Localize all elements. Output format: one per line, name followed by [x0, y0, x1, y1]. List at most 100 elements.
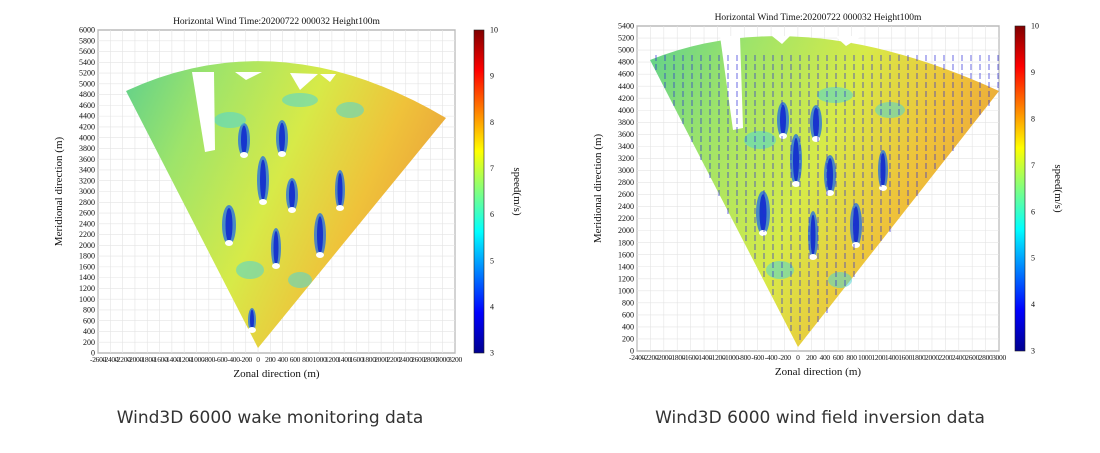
x-axis-label: Zonal direction (m) [233, 368, 319, 380]
y-axis-label: Meridional direction (m) [592, 133, 604, 243]
x-tick-label: -1000 [723, 353, 740, 362]
y-tick-label: 1000 [618, 286, 634, 295]
x-tick-label: -2400 [102, 355, 119, 364]
x-tick-label: 1200 [325, 355, 339, 364]
x-tick-label: 800 [302, 355, 313, 364]
turbine-marker [259, 199, 267, 205]
colorbar-tick-label: 4 [1031, 300, 1035, 309]
colorbar-tick-label: 8 [1031, 114, 1035, 123]
wake-core [759, 194, 767, 232]
y-axis-label: Meridional direction (m) [53, 136, 65, 246]
y-tick-label: 3400 [618, 142, 634, 151]
x-tick-label: -1000 [188, 355, 205, 364]
y-tick-label: 1400 [79, 273, 95, 282]
y-tick-label: 5200 [79, 69, 95, 78]
x-tick-label: 1000 [313, 355, 327, 364]
wake-core [225, 208, 233, 242]
turbine-marker [272, 263, 280, 269]
colorbar-tick-label: 4 [490, 302, 494, 311]
x-tick-label: -1400 [696, 353, 713, 362]
x-tick-label: 400 [277, 355, 288, 364]
x-tick-label: -200 [239, 355, 252, 364]
x-tick-label: -600 [215, 355, 228, 364]
blocked-sector [772, 36, 790, 44]
y-tick-label: 1200 [618, 274, 634, 283]
turbine-marker [826, 190, 834, 196]
y-tick-label: 0 [91, 349, 95, 358]
y-tick-label: 3600 [79, 155, 95, 164]
low-speed-patch [766, 261, 794, 279]
wake-core [810, 214, 816, 256]
wake-core [337, 173, 343, 207]
y-tick-label: 4800 [79, 90, 95, 99]
y-tick-label: 400 [83, 327, 95, 336]
x-tick-label: -1600 [683, 353, 700, 362]
wind-field-inversion-caption: Wind3D 6000 wind field inversion data [655, 408, 985, 428]
y-tick-label: 5800 [79, 36, 95, 45]
x-tick-label: 1400 [337, 355, 351, 364]
x-tick-label: 2600 [965, 353, 979, 362]
wake-core [273, 231, 279, 265]
x-tick-label: 1800 [912, 353, 926, 362]
y-tick-label: 4600 [618, 70, 634, 79]
wake-regions [214, 93, 364, 333]
y-tick-label: 1200 [79, 284, 95, 293]
y-tick-label: 2000 [618, 226, 634, 235]
x-tick-label: -2000 [656, 353, 673, 362]
x-tick-label: 2800 [423, 355, 437, 364]
x-tick-label: -2600 [90, 355, 107, 364]
x-tick-label: -800 [203, 355, 216, 364]
x-tick-label: -600 [751, 353, 764, 362]
colorbar-tick-label: 10 [1031, 22, 1039, 31]
x-tick-label: -1400 [164, 355, 181, 364]
y-tick-label: 2000 [79, 241, 95, 250]
x-tick-label: -200 [778, 353, 791, 362]
turbine-marker [316, 252, 324, 258]
colorbar-label: speed(m/s) [1052, 164, 1064, 213]
x-tick-label: -1600 [152, 355, 169, 364]
low-speed-patch [288, 272, 312, 288]
y-tick-label: 4200 [79, 123, 95, 132]
turbine-marker [792, 181, 800, 187]
y-tick-label: 5000 [618, 46, 634, 55]
y-tick-label: 3000 [79, 187, 95, 196]
y-tick-label: 200 [622, 335, 634, 344]
y-tick-label: 2600 [79, 209, 95, 218]
x-tick-label: 1400 [885, 353, 899, 362]
wake-core [827, 158, 833, 192]
x-tick-label: -1200 [709, 353, 726, 362]
wake-monitoring-panel: 0 200 400 600 800 1000 1200 1400 1600 1800 2000 220… [53, 17, 523, 428]
y-tick-label: 4400 [618, 82, 634, 91]
colorbar-tick-label: 6 [490, 210, 494, 219]
colorbar-tick-label: 6 [1031, 207, 1035, 216]
y-tick-label: 5600 [79, 47, 95, 56]
x-tick-label: -400 [765, 353, 778, 362]
y-tick-label: 2800 [79, 198, 95, 207]
y-tick-label: 2200 [618, 214, 634, 223]
blocked-sector [835, 36, 862, 46]
y-tick-label: 3200 [618, 154, 634, 163]
turbine-marker [812, 136, 820, 142]
x-tick-label: 600 [833, 353, 844, 362]
y-tick-label: 5400 [618, 22, 634, 31]
x-tick-label: 1600 [350, 355, 364, 364]
y-tick-label: 6000 [79, 26, 95, 35]
y-tick-label: 1000 [79, 295, 95, 304]
y-tick-label: 2400 [79, 219, 95, 228]
wake-core [317, 216, 323, 254]
chart-title: Horizontal Wind Time:20200722 000032 Hei… [715, 13, 922, 23]
turbine-marker [336, 205, 344, 211]
colorbar-tick-label: 8 [490, 118, 494, 127]
x-tick-label: -800 [738, 353, 751, 362]
x-tick-label: 2600 [411, 355, 425, 364]
x-tick-label: 1200 [871, 353, 885, 362]
wind-vectors [655, 55, 999, 340]
turbine-marker [288, 207, 296, 213]
wake-core [289, 180, 295, 210]
x-tick-label: 3000 [992, 353, 1006, 362]
low-speed-patch [236, 261, 264, 279]
x-tick-label: 800 [846, 353, 857, 362]
wake-core [793, 137, 799, 183]
colorbar-tick-label: 7 [1031, 161, 1035, 170]
blocked-sector [192, 72, 215, 152]
